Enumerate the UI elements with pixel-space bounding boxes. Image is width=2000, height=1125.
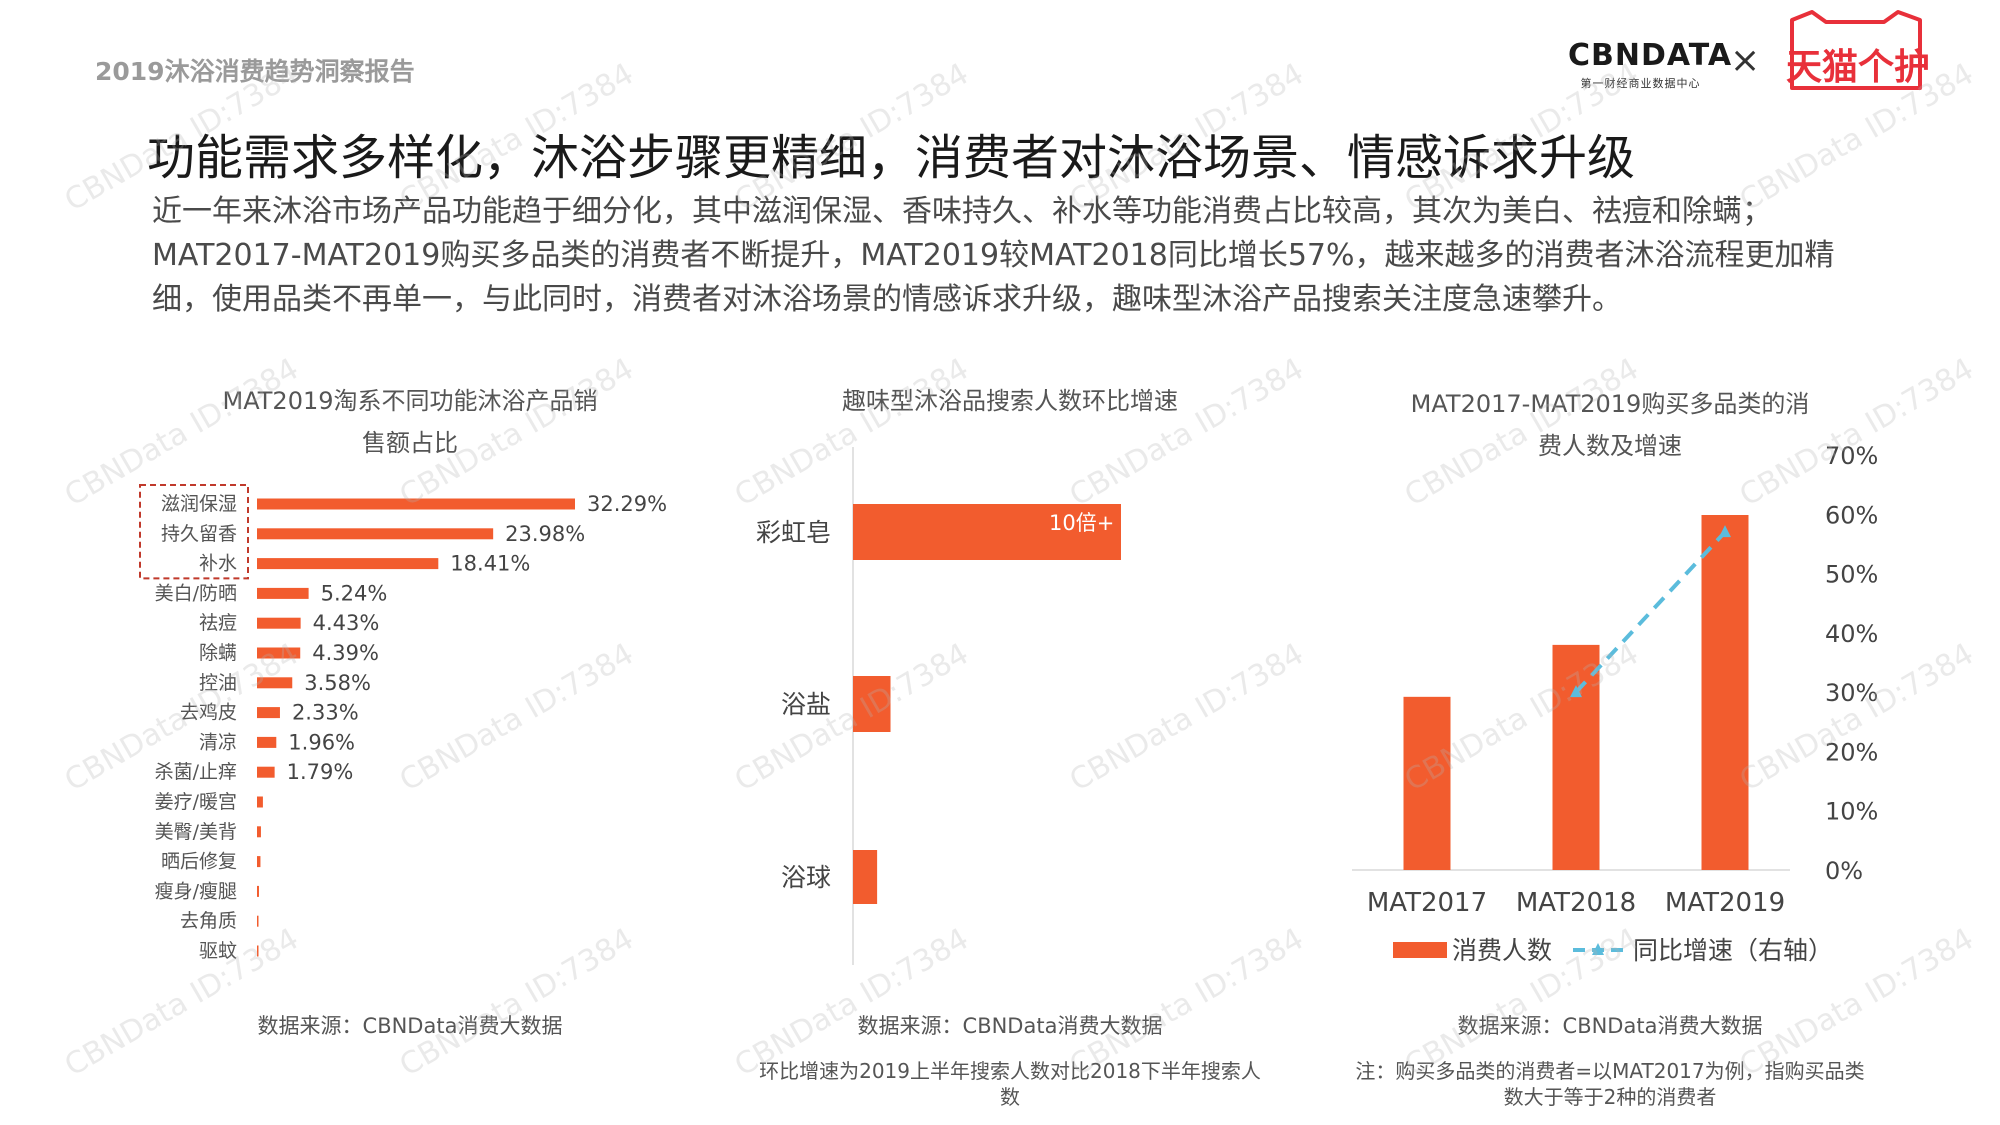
chart3-right-tick-label: 0% — [1825, 857, 1863, 885]
chart2-bar — [853, 504, 1121, 560]
chart3-right-tick-label: 40% — [1825, 620, 1878, 648]
chart1-category-label: 姜疗/暖宫 — [155, 791, 237, 813]
chart1-bar — [257, 587, 309, 599]
chart1-value-label: 5.24% — [321, 581, 388, 605]
chart2-value-label: 10倍+ — [1049, 511, 1114, 535]
chart1-bar — [257, 915, 259, 927]
chart3-category-label: MAT2017 — [1367, 888, 1487, 918]
chart2-category-label: 浴球 — [781, 863, 831, 892]
chart3-note: 注：购买多品类的消费者=以MAT2017为例，指购买品类数大于等于2种的消费者 — [1355, 1059, 1865, 1109]
chart1-value-label: 18.41% — [450, 552, 530, 576]
chart1-category-label: 去角质 — [180, 910, 237, 932]
chart3-legend-bar-label: 消费人数 — [1452, 936, 1552, 965]
chart2-note: 环比增速为2019上半年搜索人数对比2018下半年搜索人数 — [759, 1059, 1261, 1109]
chart3-title-line1: MAT2017-MAT2019购买多品类的消 — [1410, 390, 1810, 418]
chart2-title: 趣味型沐浴品搜索人数环比增速 — [842, 387, 1178, 415]
chart1-bar — [257, 885, 259, 897]
chart1-value-label: 4.39% — [312, 641, 379, 665]
chart3-source: 数据来源：CBNData消费大数据 — [1457, 1014, 1763, 1038]
chart1-bar — [257, 736, 277, 748]
chart1-bar — [257, 826, 261, 838]
chart2-category-label: 彩虹皂 — [756, 518, 831, 547]
chart1-bar — [257, 528, 494, 540]
chart3-bar — [1403, 696, 1451, 870]
chart1-bar — [257, 677, 293, 689]
cbndata-logo-subtitle: 第一财经商业数据中心 — [1580, 77, 1701, 90]
chart3-growth-marker — [1570, 685, 1582, 698]
chart1-bar — [257, 647, 301, 659]
chart3-growth-line — [1574, 530, 1727, 694]
chart1-value-label: 4.43% — [313, 611, 380, 635]
chart3-bar — [1701, 515, 1749, 870]
chart3-category-label: MAT2018 — [1516, 888, 1636, 918]
chart3-legend-line-label: 同比增速（右轴） — [1633, 936, 1833, 965]
chart3-right-tick-label: 50% — [1825, 561, 1878, 589]
chart1-bar — [257, 558, 439, 570]
chart1-value-label: 23.98% — [505, 522, 585, 546]
report-label: 2019沐浴消费趋势洞察报告 — [95, 57, 415, 86]
logo-times-icon: × — [1730, 40, 1761, 81]
chart1-title-line1: MAT2019淘系不同功能沐浴产品销 — [222, 387, 598, 415]
chart2-source: 数据来源：CBNData消费大数据 — [857, 1014, 1163, 1038]
chart1-category-label: 祛痘 — [199, 612, 237, 634]
chart3-bar — [1552, 644, 1600, 870]
chart3-growth-marker — [1719, 525, 1731, 538]
chart3-legend-line-marker — [1592, 943, 1604, 955]
chart1-category-label: 持久留香 — [161, 523, 237, 545]
chart1-category-label: 驱蚊 — [199, 940, 237, 962]
chart1-bar — [257, 856, 261, 868]
chart2-bar — [853, 676, 891, 732]
chart3-title: MAT2017-MAT2019购买多品类的消 费人数及增速 — [1360, 383, 1860, 467]
chart1-value-label: 2.33% — [292, 701, 359, 725]
chart3-right-tick-label: 30% — [1825, 679, 1878, 707]
chart1-category-label: 除螨 — [199, 642, 237, 664]
chart1-bar — [257, 617, 301, 629]
tmall-logo-frame — [1790, 10, 1922, 90]
chart1-bar — [257, 796, 263, 808]
cbndata-logo: CBNDATA 第一财经商业数据中心 — [1568, 38, 1733, 91]
chart3-title-line2: 费人数及增速 — [1538, 432, 1682, 460]
tmall-logo-text: 天猫个护 — [1786, 47, 1931, 88]
chart1-source: 数据来源：CBNData消费大数据 — [257, 1014, 563, 1038]
chart2-bar — [853, 850, 878, 904]
chart1-value-label: 1.79% — [287, 760, 354, 784]
chart1-category-label: 美白/防晒 — [155, 582, 237, 604]
chart1-value-label: 32.29% — [587, 492, 667, 516]
chart1-bar — [257, 498, 575, 510]
chart3-right-tick-label: 70% — [1825, 442, 1878, 470]
chart1-category-label: 控油 — [199, 672, 237, 694]
chart1-highlight-box — [139, 484, 249, 580]
chart1-bar — [257, 945, 259, 957]
chart1-category-label: 晒后修复 — [161, 851, 237, 873]
chart3-right-tick-label: 20% — [1825, 738, 1878, 766]
chart1-category-label: 补水 — [199, 553, 237, 575]
chart2-category-label: 浴盐 — [781, 690, 831, 719]
chart3-right-tick-label: 10% — [1825, 798, 1878, 826]
chart1-value-label: 1.96% — [288, 730, 355, 754]
chart1-bar — [257, 766, 275, 778]
chart1-category-label: 清凉 — [199, 731, 237, 753]
chart1-category-label: 美臀/美背 — [155, 821, 237, 843]
chart1-category-label: 去鸡皮 — [180, 702, 237, 724]
chart1-title-line2: 售额占比 — [362, 429, 458, 457]
page-title: 功能需求多样化，沐浴步骤更精细，消费者对沐浴场景、情感诉求升级 — [147, 130, 1636, 186]
chart3-category-label: MAT2019 — [1665, 888, 1785, 918]
chart1-bar — [257, 707, 280, 719]
chart3-right-tick-label: 60% — [1825, 501, 1878, 529]
chart1-category-label: 杀菌/止痒 — [155, 761, 237, 783]
summary-paragraph: 近一年来沐浴市场产品功能趋于细分化，其中滋润保湿、香味持久、补水等功能消费占比较… — [152, 194, 1835, 317]
cbndata-logo-text: CBNDATA — [1568, 38, 1733, 73]
chart1-category-label: 瘦身/瘦腿 — [155, 880, 237, 902]
chart3-legend-bar-swatch — [1393, 942, 1447, 958]
chart1-value-label: 3.58% — [304, 671, 371, 695]
chart1-title: MAT2019淘系不同功能沐浴产品销 售额占比 — [150, 380, 670, 464]
chart1-category-label: 滋润保湿 — [161, 493, 237, 515]
